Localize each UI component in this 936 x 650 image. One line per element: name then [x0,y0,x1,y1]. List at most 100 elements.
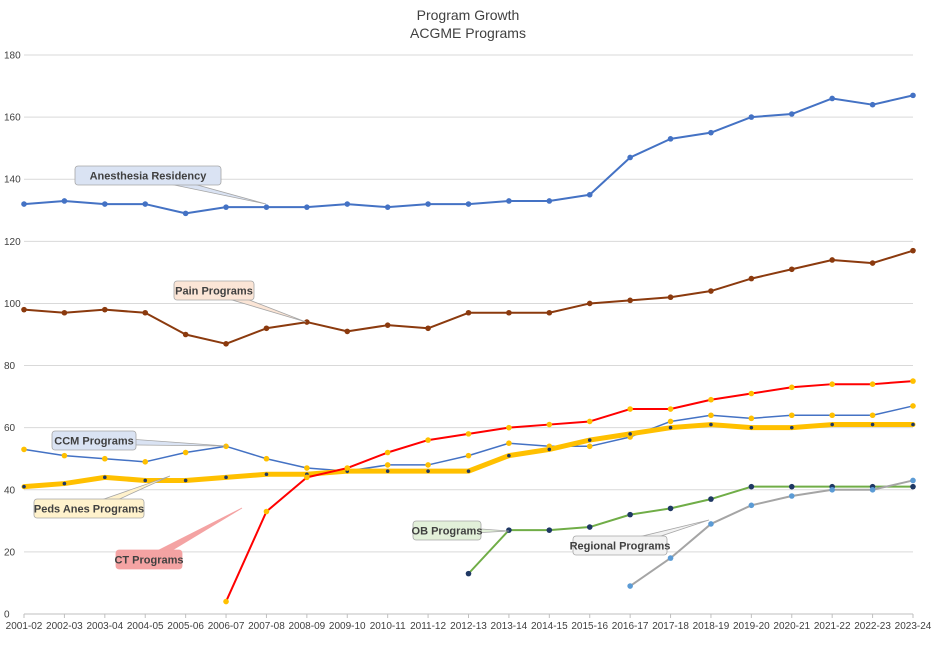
pain-programs-callout-box [173,280,255,301]
peds-anes-programs-point [507,453,511,458]
pain-programs-point [869,260,876,266]
anesthesia-residency-point [142,201,149,207]
x-tick-label: 2002-03 [46,621,83,632]
peds-anes-programs-point [426,469,430,473]
peds-anes-programs-point [224,475,228,480]
anesthesia-residency-point [506,198,512,204]
ct-programs-point [667,406,674,412]
x-tick-label: 2020-21 [773,621,810,632]
anesthesia-residency-point [61,198,68,204]
anesthesia-residency-point [910,92,916,99]
ccm-programs-line [23,405,914,472]
ccm-programs-callout-label: CCM Programs [54,436,133,448]
ct-programs-callout: CT Programs [114,507,243,570]
pain-programs-point [788,266,795,273]
y-tick-label: 40 [4,485,16,496]
anesthesia-residency-point [829,95,835,102]
pain-programs-point [304,319,310,325]
anesthesia-residency-point [667,136,674,142]
peds-anes-programs-point [789,425,794,430]
ct-programs-point [465,431,472,437]
ct-programs-point [546,421,553,428]
ccm-programs-point [829,412,835,419]
x-tick-label: 2004-05 [127,621,164,632]
ccm-programs-point [61,452,68,459]
x-tick-label: 2023-24 [895,621,932,632]
ccm-programs-point [748,415,755,422]
anesthesia-residency-callout-label: Anesthesia Residency [90,171,208,183]
y-tick-label: 100 [4,299,21,310]
regional-programs-callout: Regional Programs [570,519,710,556]
y-tick-label: 140 [4,175,21,186]
peds-anes-programs-point [62,481,67,486]
ccm-programs-point [223,443,229,450]
ct-programs-point [627,406,633,412]
ct-programs-point [748,390,755,397]
callouts: Anesthesia Residency Pain Programs CCM Pro… [33,165,710,570]
peds-anes-programs-point [264,472,269,477]
peds-anes-programs-point [911,422,915,427]
x-tick-label: 2010-11 [370,621,406,632]
anesthesia-residency-point [748,114,755,120]
ct-programs-point [304,474,310,481]
ccm-programs-point [465,452,472,459]
anesthesia-residency-point [586,191,593,198]
peds-anes-programs-point [103,475,107,480]
x-tick-label: 2016-17 [612,621,649,632]
anesthesia-residency-point [304,204,310,210]
y-tick-label: 120 [4,237,21,248]
x-tick-label: 2007-08 [248,621,285,632]
ccm-programs-point [869,412,876,419]
x-tick-label: 2019-20 [733,621,770,632]
y-tick-label: 160 [4,113,21,124]
peds-anes-programs-point [587,438,592,442]
peds-anes-programs-point [22,484,26,489]
regional-programs-callout-box [572,535,668,556]
pain-programs-point [627,297,633,304]
regional-programs-point [910,477,916,484]
series-lines [21,92,916,605]
regional-programs-point [788,493,795,499]
x-tick-label: 2017-18 [652,621,689,632]
x-tick-label: 2008-09 [289,621,326,632]
anesthesia-residency-point [627,154,633,161]
pain-programs-point [102,306,108,313]
pain-programs-callout: Pain Programs [173,280,307,323]
ob-programs-callout-box [412,520,482,541]
pain-programs-point [263,325,270,332]
anesthesia-residency-callout: Anesthesia Residency [74,165,267,205]
ob-programs-point [506,527,512,533]
ob-programs-line [467,485,914,575]
peds-anes-programs-point [143,478,148,483]
y-tick-label: 80 [4,361,16,372]
anesthesia-residency-point [263,204,270,210]
ct-programs-point [586,418,593,425]
ccm-programs-callout-box [51,430,137,451]
y-tick-label: 0 [4,610,10,621]
pain-programs-point [384,322,391,328]
ct-programs-callout-box [115,549,183,570]
ct-programs-point [829,381,835,387]
ct-programs-point [506,424,512,431]
anesthesia-residency-point [102,201,108,207]
ccm-programs-point [384,462,391,468]
ob-programs-callout: OB Programs [412,520,510,541]
ct-programs-point [910,378,916,384]
x-tick-label: 2021-22 [814,621,851,632]
pain-programs-point [61,309,68,316]
ct-programs-point [384,449,391,456]
pain-programs-point [425,325,431,332]
pain-programs-point [748,275,755,282]
regional-programs-line [629,479,914,588]
pain-programs-point [667,294,674,301]
anesthesia-residency-point [546,198,553,204]
x-tick-label: 2014-15 [531,621,568,632]
x-tick-label: 2006-07 [208,621,245,632]
anesthesia-residency-point [465,201,472,207]
x-tick-label: 2001-02 [6,621,43,632]
x-tick-label: 2009-10 [329,621,366,632]
ccm-programs-point [506,440,512,446]
anesthesia-residency-point [869,101,876,108]
ccm-programs-point [667,418,674,425]
peds-anes-programs-point [709,422,713,427]
